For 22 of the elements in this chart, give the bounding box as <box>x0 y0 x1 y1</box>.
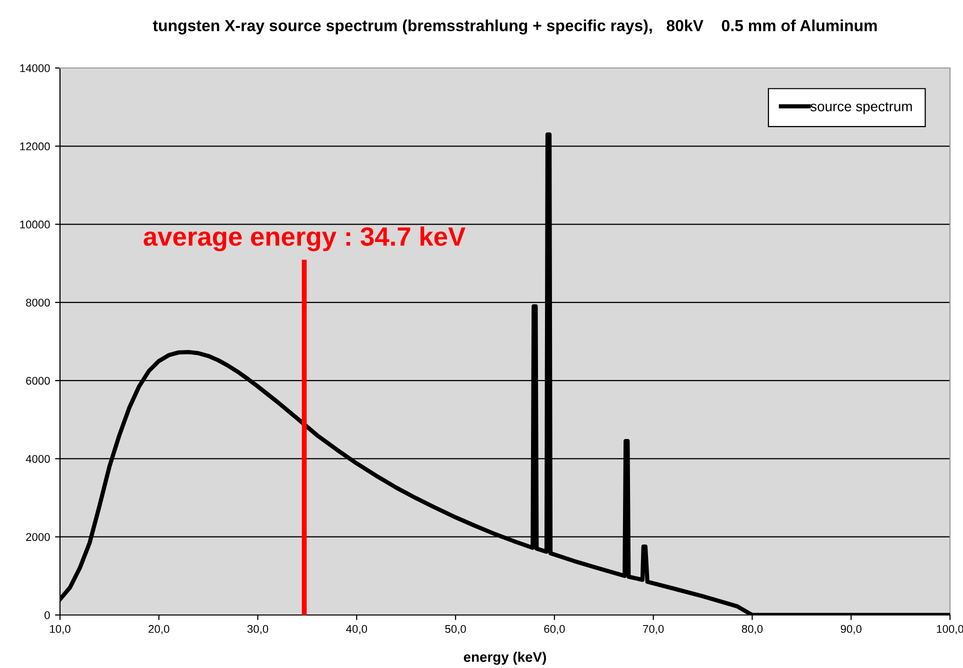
y-tick-label: 4000 <box>26 454 50 463</box>
x-tick-label: 30,0 <box>247 625 268 634</box>
x-tick-label: 100,0 <box>936 625 963 634</box>
x-tick-label: 90,0 <box>840 625 862 634</box>
legend-label: source spectrum <box>810 102 912 114</box>
x-axis-title: energy (keV) <box>464 652 546 665</box>
y-tick-label: 10000 <box>20 220 50 228</box>
y-tick-label: 0 <box>44 611 50 620</box>
y-tick-label: 8000 <box>26 298 50 307</box>
x-tick-label: 40,0 <box>346 625 368 634</box>
ref-line-label: average energy : 34.7 keV <box>144 226 466 252</box>
y-tick-label: 2000 <box>26 533 50 541</box>
x-tick-label: 60,0 <box>544 625 565 634</box>
x-tick-label: 10,0 <box>50 625 70 634</box>
y-tick-label: 6000 <box>26 376 50 385</box>
x-tick-label: 50,0 <box>445 625 466 634</box>
x-tick-label: 70,0 <box>643 625 664 634</box>
x-tick-label: 20,0 <box>148 625 170 634</box>
y-tick-label: 14000 <box>20 64 50 72</box>
y-tick-label: 12000 <box>20 142 50 150</box>
x-tick-label: 80,0 <box>742 625 763 634</box>
chart-title: tungsten X-ray source spectrum (bremsstrahlung + specific rays), 80kV 0.5 mm of Aluminum <box>152 20 877 34</box>
